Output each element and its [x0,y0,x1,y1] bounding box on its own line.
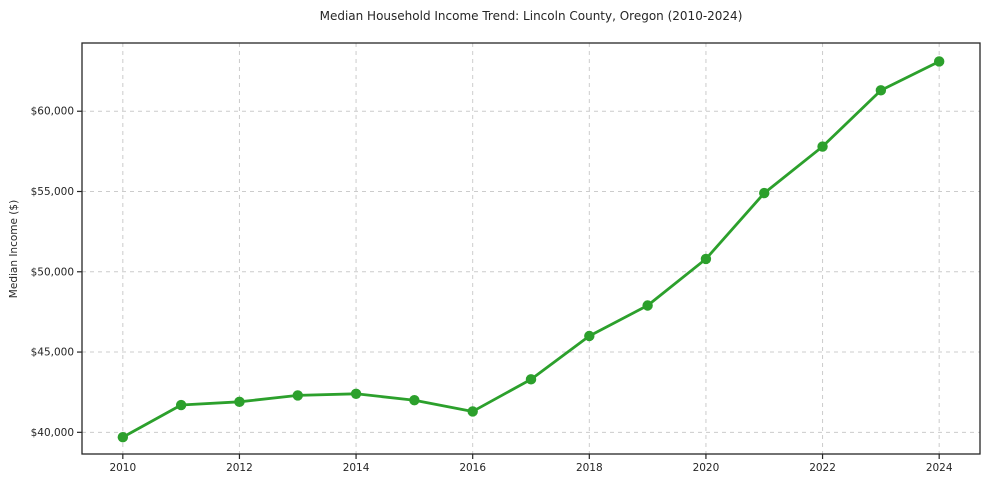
plot-frame [81,42,981,455]
x-tick-label: 2016 [459,462,486,474]
y-tick-label: $60,000 [31,106,74,118]
x-tick-label: 2020 [693,462,720,474]
data-point-2016 [467,406,478,417]
x-tick-label: 2024 [926,462,953,474]
data-point-2014 [350,388,362,399]
chart-title: Median Household Income Trend: Lincoln C… [319,9,743,23]
y-tick-label: $45,000 [31,347,74,359]
data-point-2015 [409,395,420,406]
y-tick-label: $40,000 [31,427,74,439]
data-point-2020 [700,253,712,265]
y-tick-label: $55,000 [31,186,74,198]
data-point-2024 [933,56,945,67]
x-tick-label: 2022 [809,462,836,474]
data-point-2019 [642,300,653,311]
data-point-2017 [525,374,537,385]
data-point-2018 [584,330,595,342]
x-tick-label: 2018 [576,462,603,474]
x-tick-label: 2012 [226,462,253,474]
data-point-2022 [817,141,828,152]
data-point-2010 [117,431,129,443]
data-point-2011 [175,399,187,411]
data-point-2021 [759,187,770,199]
data-point-2012 [234,396,245,408]
x-tick-label: 2014 [343,462,370,474]
x-tick-label: 2010 [109,462,136,474]
y-tick-label: $50,000 [31,266,74,278]
data-point-2013 [292,390,303,401]
data-point-2023 [875,85,887,96]
